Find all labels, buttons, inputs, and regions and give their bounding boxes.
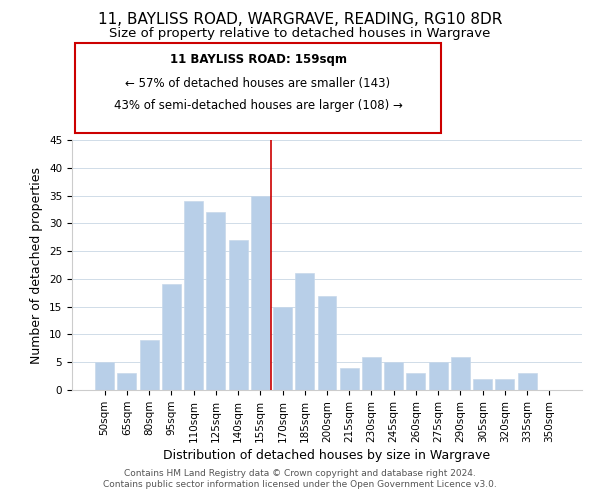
Bar [184,201,203,390]
Bar [340,368,359,390]
Text: Contains public sector information licensed under the Open Government Licence v3: Contains public sector information licen… [103,480,497,489]
Bar [162,284,181,390]
Bar [429,362,448,390]
Bar [406,374,425,390]
Bar [317,296,337,390]
Text: 43% of semi-detached houses are larger (108) →: 43% of semi-detached houses are larger (… [113,98,403,112]
Text: 11 BAYLISS ROAD: 159sqm: 11 BAYLISS ROAD: 159sqm [170,53,347,66]
Bar [496,379,514,390]
Bar [229,240,248,390]
Bar [118,374,136,390]
Text: Size of property relative to detached houses in Wargrave: Size of property relative to detached ho… [109,28,491,40]
Bar [295,274,314,390]
Bar [251,196,270,390]
Bar [451,356,470,390]
X-axis label: Distribution of detached houses by size in Wargrave: Distribution of detached houses by size … [163,449,491,462]
Bar [518,374,536,390]
Bar [206,212,225,390]
Text: 11, BAYLISS ROAD, WARGRAVE, READING, RG10 8DR: 11, BAYLISS ROAD, WARGRAVE, READING, RG1… [98,12,502,28]
Bar [362,356,381,390]
Bar [384,362,403,390]
Text: ← 57% of detached houses are smaller (143): ← 57% of detached houses are smaller (14… [125,78,391,90]
Text: Contains HM Land Registry data © Crown copyright and database right 2024.: Contains HM Land Registry data © Crown c… [124,468,476,477]
Bar [473,379,492,390]
Bar [95,362,114,390]
Y-axis label: Number of detached properties: Number of detached properties [31,166,43,364]
Bar [273,306,292,390]
Bar [140,340,158,390]
